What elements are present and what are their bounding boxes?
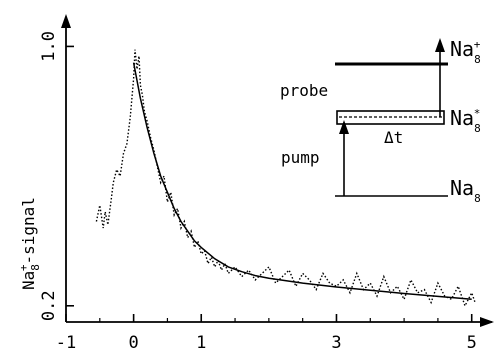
state-label-ground: Na8	[450, 176, 481, 205]
y-axis-label-sup: +	[17, 264, 30, 271]
y-ticks: 0.2 1.0	[39, 31, 74, 321]
y-axis-label: Na8+-signal	[17, 197, 42, 290]
x-ticks: -1 0 1 3 5	[56, 314, 477, 353]
y-axis-arrow-icon	[61, 14, 71, 28]
y-tick-label: 0.2	[39, 290, 59, 321]
axes	[61, 14, 494, 327]
x-tick-label: -1	[56, 333, 76, 353]
y-axis-label-suffix: -signal	[19, 197, 38, 264]
x-tick-label: 3	[331, 333, 341, 353]
probe-arrowhead-icon	[435, 38, 445, 52]
series-fit-line	[132, 62, 472, 301]
delta-t-label: Δt	[384, 128, 403, 147]
y-axis-label-base: Na	[19, 271, 38, 290]
state-label-excited: Na8*	[450, 106, 481, 135]
x-tick-label: 0	[128, 333, 138, 353]
level-diagram-inset: probe pump Δt Na8+ Na8* Na8	[280, 37, 481, 205]
y-axis-label-sub: 8	[29, 264, 42, 271]
state-label-ion: Na8+	[450, 37, 481, 66]
probe-label: probe	[280, 81, 328, 100]
x-tick-label: 5	[467, 333, 477, 353]
series-layer	[95, 49, 476, 308]
x-tick-label: 1	[196, 333, 206, 353]
series-measured-line	[95, 49, 476, 308]
y-tick-label: 1.0	[39, 31, 59, 62]
level-excited-box	[336, 110, 445, 125]
pump-label: pump	[281, 148, 320, 167]
pump-arrowhead-icon	[339, 120, 349, 134]
x-axis-arrow-icon	[480, 317, 494, 327]
